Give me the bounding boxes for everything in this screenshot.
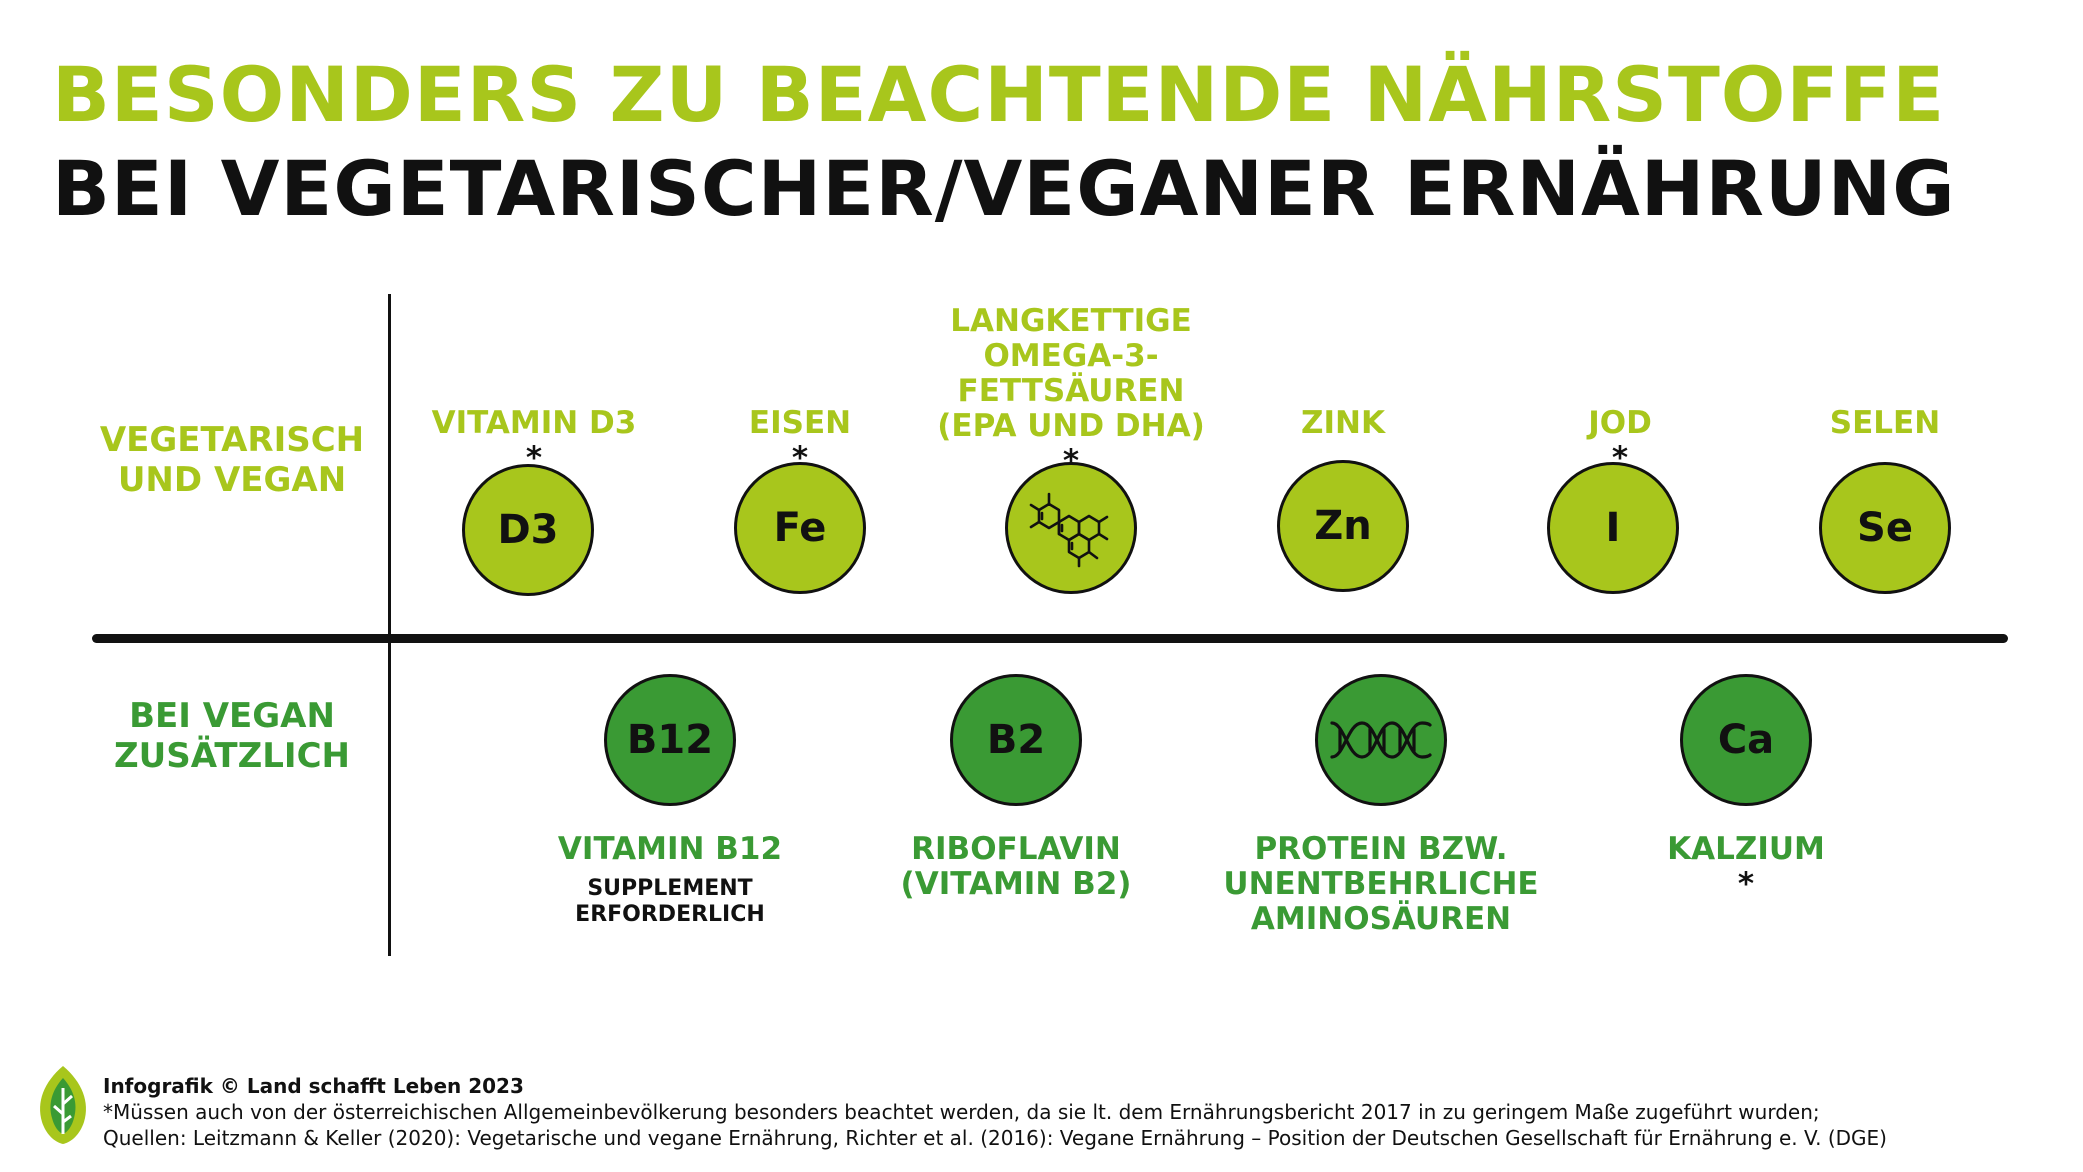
nutrient-symbol: Zn [1314, 503, 1372, 549]
nutrient-symbol: D3 [497, 507, 559, 553]
footer-note: *Müssen auch von der österreichischen Al… [103, 1100, 1820, 1124]
nutrient-circle-d3: D3 [462, 464, 594, 596]
nutrient-circle-zn: Zn [1277, 460, 1409, 592]
nutrient-label-selen: SELEN [1829, 405, 1941, 441]
nutrient-circle-b12: B12 [604, 674, 736, 806]
nutrient-circle-protein [1315, 674, 1447, 806]
nutrient-label-vitamin-b12: VITAMIN B12 [557, 831, 783, 867]
vertical-divider [388, 294, 391, 956]
nutrient-circle-ca: Ca [1680, 674, 1812, 806]
nutrient-label-kalzium: KALZIUM * [1667, 831, 1825, 902]
title-line-1: BESONDERS ZU BEACHTENDE NÄHRSTOFFE [52, 50, 1946, 139]
horizontal-divider [92, 634, 2008, 643]
nutrient-circle-omega3 [1005, 462, 1137, 594]
nutrient-circle-b2: B2 [950, 674, 1082, 806]
nutrient-label-riboflavin: RIBOFLAVIN (VITAMIN B2) [900, 831, 1132, 902]
row-label-vegetarian: VEGETARISCH UND VEGAN [82, 420, 382, 500]
footer-credit: Infografik © Land schafft Leben 2023 [103, 1074, 524, 1098]
nutrient-label-protein: PROTEIN BZW. UNENTBEHRLICHE AMINOSÄUREN [1223, 831, 1539, 937]
footer-sources: Quellen: Leitzmann & Keller (2020): Vege… [103, 1126, 1887, 1150]
nutrient-symbol: Ca [1717, 717, 1775, 763]
nutrient-symbol: I [1605, 505, 1621, 551]
dna-helix-icon [1330, 721, 1432, 759]
title-line-2: BEI VEGETARISCHER/VEGANER ERNÄHRUNG [52, 144, 1956, 233]
row-label-line: VEGETARISCH [99, 420, 365, 460]
nutrient-symbol: Fe [773, 505, 827, 551]
nutrient-symbol: B12 [626, 717, 714, 763]
nutrient-symbol: B2 [986, 717, 1046, 763]
nutrient-label-omega3: LANGKETTIGE OMEGA-3- FETTSÄUREN (EPA UND… [937, 303, 1205, 479]
nutrient-circle-se: Se [1819, 462, 1951, 594]
row-label-line: BEI VEGAN [129, 696, 335, 736]
row-label-vegan: BEI VEGAN ZUSÄTZLICH [82, 696, 382, 776]
molecule-icon [1029, 492, 1109, 568]
row-label-line: ZUSÄTZLICH [114, 736, 350, 776]
nutrient-symbol: Se [1857, 505, 1913, 551]
row-label-line: UND VEGAN [117, 460, 347, 500]
footer: Infografik © Land schafft Leben 2023 *Mü… [103, 1073, 1887, 1151]
nutrient-circle-i: I [1547, 462, 1679, 594]
nutrient-circle-fe: Fe [734, 462, 866, 594]
nutrient-label-zink: ZINK [1301, 405, 1385, 441]
supplement-note: SUPPLEMENT ERFORDERLICH [575, 876, 765, 927]
leaf-logo-icon [40, 1066, 86, 1144]
brand-logo [34, 1064, 92, 1150]
